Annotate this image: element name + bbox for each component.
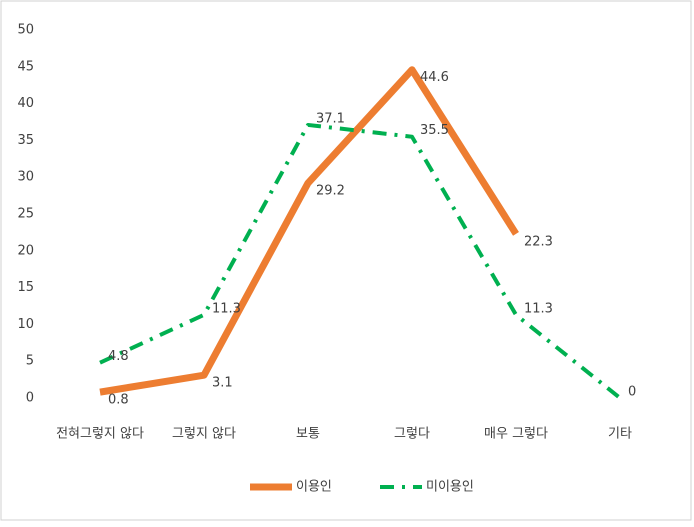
legend-label: 이용인: [296, 480, 332, 495]
y-tick-label: 10: [17, 317, 34, 332]
series-line: [99, 66, 519, 396]
x-tick-label: 보통: [296, 427, 320, 442]
legend-label: 미이용인: [426, 480, 474, 495]
y-tick-label: 50: [17, 23, 34, 38]
series-line: [99, 122, 622, 400]
x-tick-label: 그렇지 않다: [172, 427, 236, 442]
data-label: 0: [628, 385, 636, 400]
y-tick-label: 5: [26, 354, 34, 369]
y-tick-label: 20: [17, 243, 34, 258]
data-label: 3.1: [212, 376, 233, 391]
data-label: 37.1: [316, 111, 345, 126]
data-label: 22.3: [524, 234, 553, 249]
x-tick-label: 그렇다: [394, 427, 430, 442]
y-tick-label: 40: [17, 96, 34, 111]
data-label: 0.8: [108, 393, 129, 408]
data-label: 11.3: [212, 301, 241, 316]
data-label: 44.6: [420, 70, 449, 85]
data-label: 29.2: [316, 184, 345, 199]
x-tick-label: 매우 그렇다: [484, 427, 548, 442]
data-label: 11.3: [524, 301, 553, 316]
y-tick-label: 15: [17, 280, 34, 295]
y-tick-label: 25: [17, 207, 34, 222]
y-tick-label: 30: [17, 170, 34, 185]
x-tick-label: 전혀그렇지 않다: [56, 427, 144, 442]
y-tick-label: 45: [17, 59, 34, 74]
data-label: 4.8: [108, 349, 129, 364]
y-tick-label: 0: [26, 391, 34, 406]
data-label: 35.5: [420, 123, 449, 138]
y-tick-label: 35: [17, 133, 34, 148]
x-tick-label: 기타: [608, 427, 632, 442]
